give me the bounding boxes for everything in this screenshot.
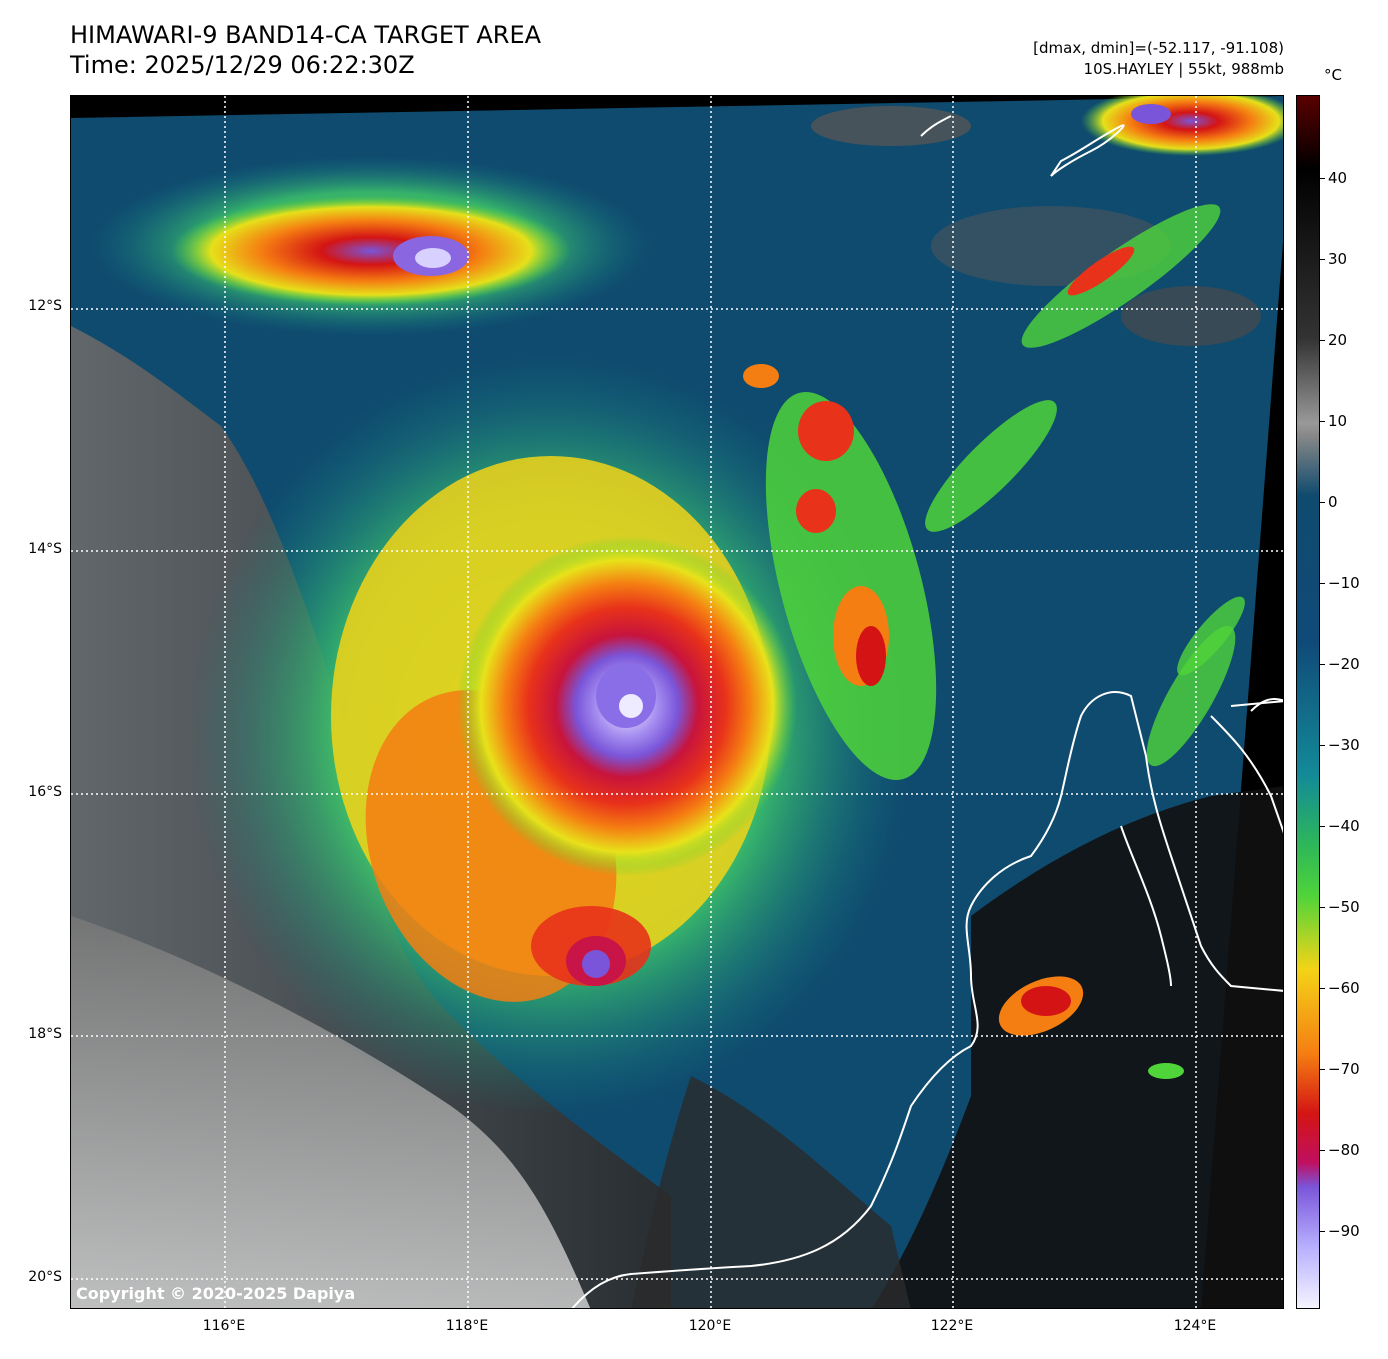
colorbar-tick-mark	[1320, 421, 1325, 422]
colorbar-tick-mark	[1320, 1150, 1325, 1151]
title-line-1: HIMAWARI-9 BAND14-CA TARGET AREA	[70, 21, 542, 49]
colorbar-tick-mark	[1320, 1069, 1325, 1070]
colorbar-tick-mark	[1320, 826, 1325, 827]
colorbar-tick-label: −30	[1328, 736, 1360, 754]
satellite-map	[70, 95, 1284, 1309]
colorbar-tick-label: −70	[1328, 1060, 1360, 1078]
colorbar-tick-label: 30	[1328, 250, 1348, 268]
lon-label-120e: 120°E	[688, 1318, 732, 1334]
colorbar-tick-mark	[1320, 907, 1325, 908]
graticule	[71, 96, 1283, 1308]
lat-label-12s: 12°S	[28, 298, 62, 314]
data-range-text: [dmax, dmin]=(-52.117, -91.108)	[1033, 39, 1284, 57]
colorbar-tick-label: 20	[1328, 331, 1348, 349]
lon-label-118e: 118°E	[445, 1318, 489, 1334]
lat-label-16s: 16°S	[28, 784, 62, 800]
colorbar-tick-label: −80	[1328, 1141, 1360, 1159]
colorbar-tick-label: −60	[1328, 979, 1360, 997]
colorbar-tick-mark	[1320, 178, 1325, 179]
lon-label-124e: 124°E	[1173, 1318, 1217, 1334]
colorbar-tick-mark	[1320, 664, 1325, 665]
colorbar-tick-label: −20	[1328, 655, 1360, 673]
copyright-text: Copyright © 2020-2025 Dapiya	[76, 1284, 356, 1303]
colorbar-tick-label: −40	[1328, 817, 1360, 835]
colorbar	[1296, 95, 1320, 1309]
colorbar-tick-label: −10	[1328, 574, 1360, 592]
lat-label-14s: 14°S	[28, 541, 62, 557]
title-line-2: Time: 2025/12/29 06:22:30Z	[70, 51, 415, 79]
colorbar-tick-mark	[1320, 1231, 1325, 1232]
colorbar-tick-label: 40	[1328, 169, 1348, 187]
lat-label-18s: 18°S	[28, 1026, 62, 1042]
satellite-imagery	[71, 96, 1283, 1308]
colorbar-tick-label: −50	[1328, 898, 1360, 916]
colorbar-tick-label: 10	[1328, 412, 1348, 430]
lon-label-122e: 122°E	[930, 1318, 974, 1334]
colorbar-tick-mark	[1320, 502, 1325, 503]
colorbar-tick-mark	[1320, 340, 1325, 341]
colorbar-tick-mark	[1320, 988, 1325, 989]
image-title: HIMAWARI-9 BAND14-CA TARGET AREA Time: 2…	[70, 20, 541, 80]
lat-label-20s: 20°S	[28, 1269, 62, 1285]
colorbar-tick-label: −90	[1328, 1222, 1360, 1240]
lon-label-116e: 116°E	[202, 1318, 246, 1334]
colorbar-tick-mark	[1320, 259, 1325, 260]
storm-intensity-text: 10S.HAYLEY | 55kt, 988mb	[1083, 60, 1284, 78]
colorbar-unit: °C	[1324, 66, 1342, 84]
storm-info: [dmax, dmin]=(-52.117, -91.108) 10S.HAYL…	[1033, 38, 1284, 80]
colorbar-tick-label: 0	[1328, 493, 1338, 511]
colorbar-tick-mark	[1320, 745, 1325, 746]
colorbar-tick-mark	[1320, 583, 1325, 584]
